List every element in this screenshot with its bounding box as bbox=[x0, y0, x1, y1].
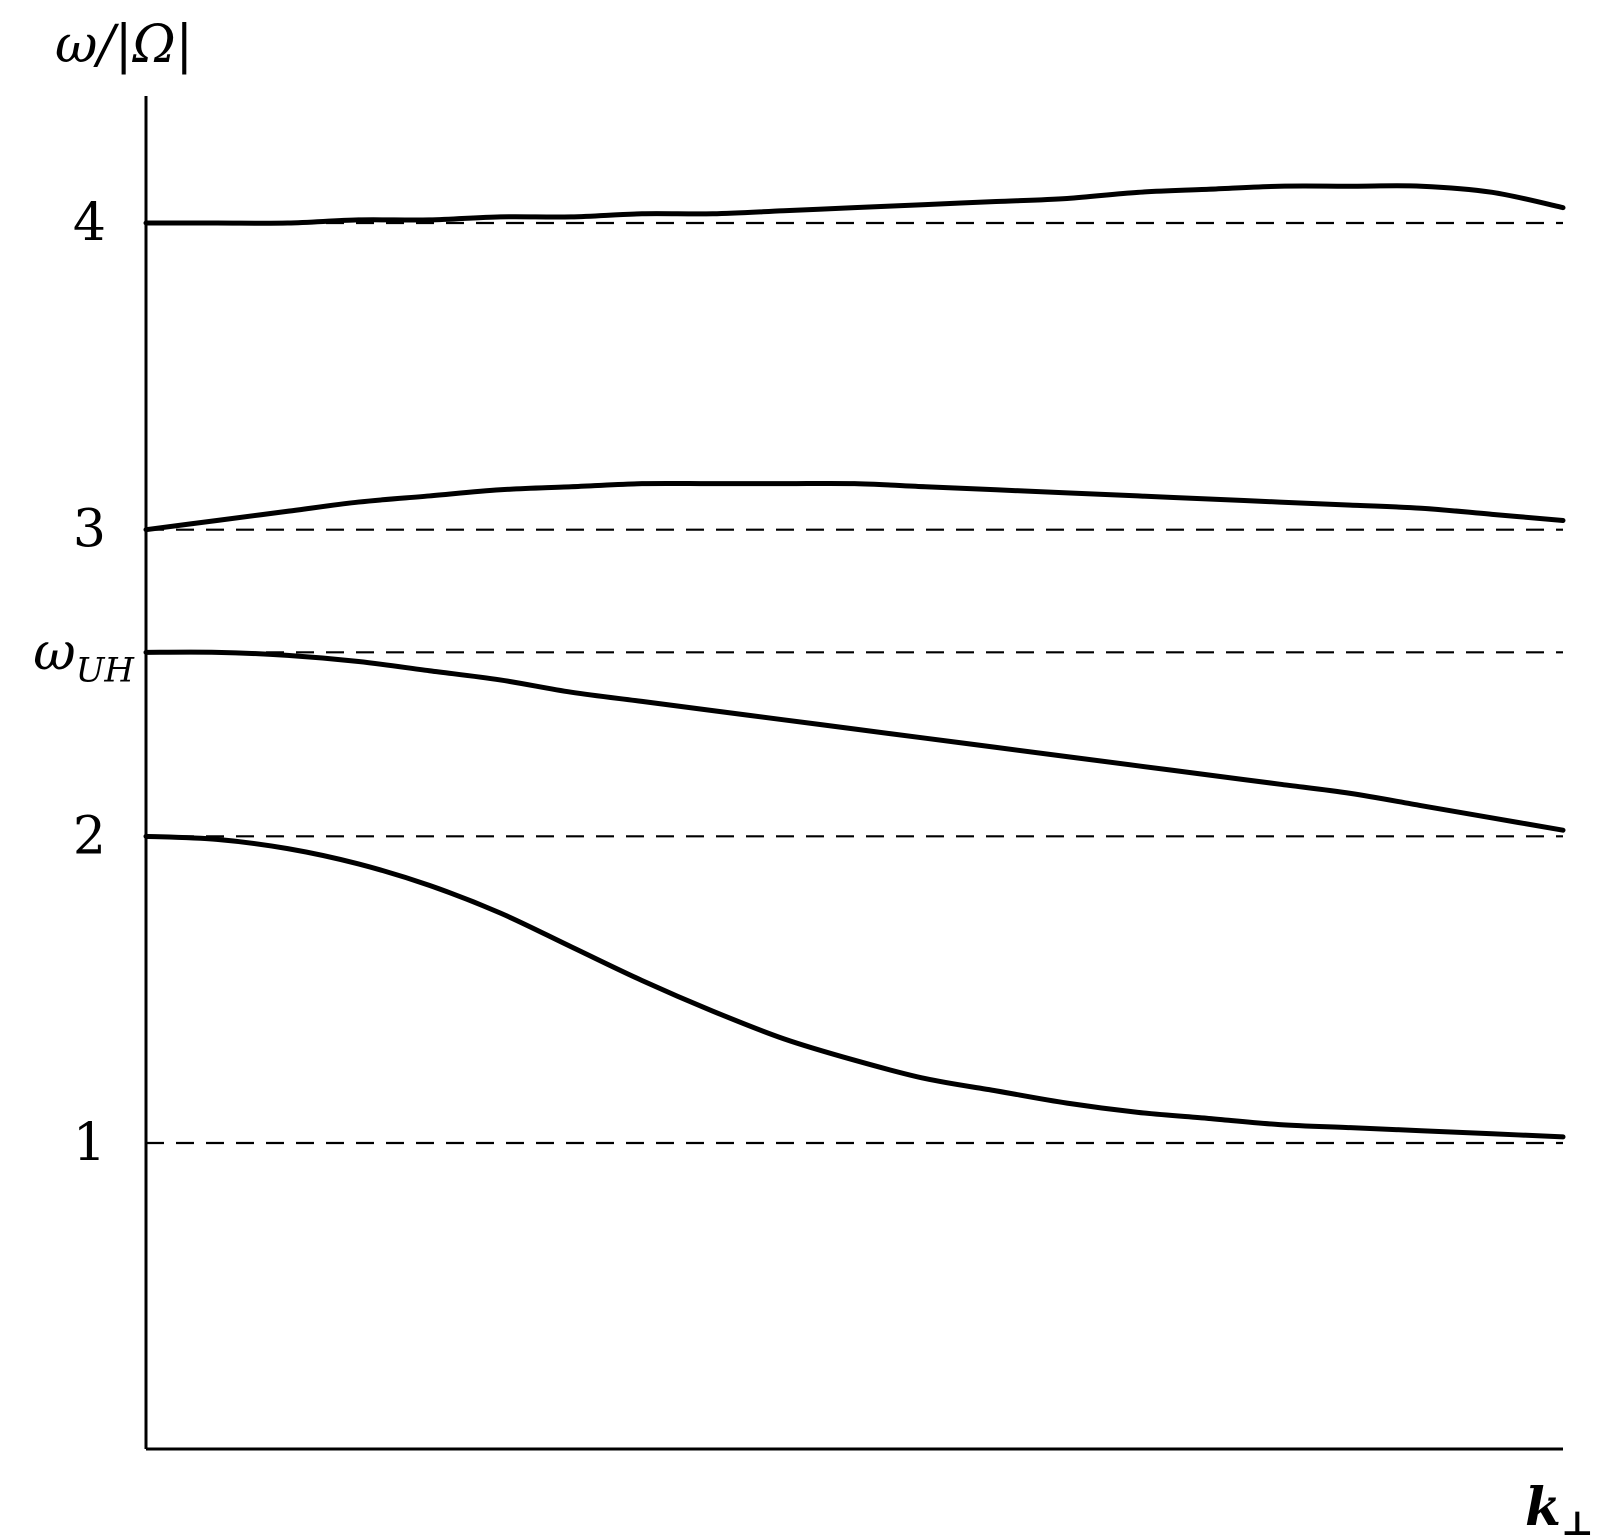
y-tick-label-3: 3 bbox=[73, 500, 106, 560]
y-tick-labels: 1 2 ωUH 3 4 bbox=[33, 193, 135, 1173]
y-tick-label-2: ωUH bbox=[33, 622, 135, 690]
dispersion-curve-2 bbox=[143, 649, 1566, 833]
y-tick-label-4: 4 bbox=[73, 193, 106, 253]
y-axis-label: ω/|Ω| bbox=[55, 15, 193, 75]
dispersion-curves bbox=[143, 183, 1566, 1140]
dispersion-curve-3 bbox=[143, 480, 1566, 533]
dispersion-curve-1 bbox=[143, 833, 1566, 1140]
x-axis-label: k⊥ bbox=[1525, 1477, 1594, 1539]
y-tick-label-0: 1 bbox=[73, 1113, 106, 1173]
y-tick-label-1: 2 bbox=[73, 806, 106, 866]
axes bbox=[144, 96, 1563, 1451]
reference-lines bbox=[146, 221, 1563, 1145]
dispersion-curve-4 bbox=[143, 183, 1566, 226]
